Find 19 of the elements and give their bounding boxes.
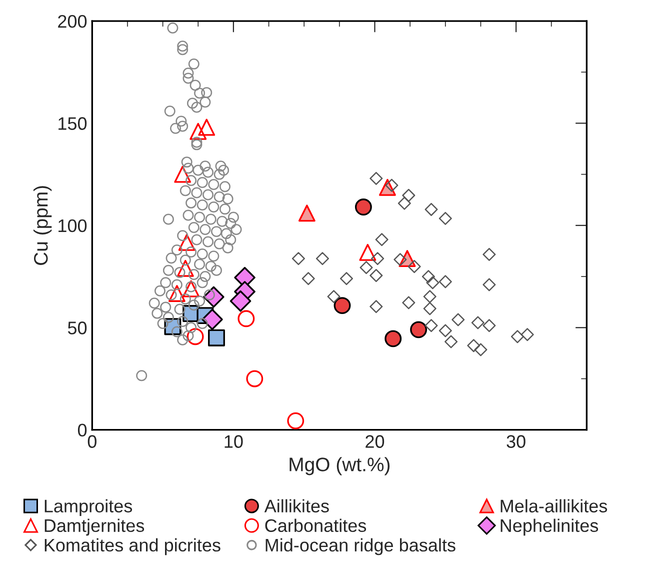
legend-label: Carbonatites — [265, 518, 366, 532]
y-axis-title: Cu (ppm) — [33, 186, 52, 265]
legend-label: Mid-ocean ridge basalts — [266, 538, 456, 556]
x-tick-label: 0 — [88, 435, 96, 448]
y-tick-label: 100 — [58, 219, 87, 232]
y-tick-label: 150 — [58, 117, 87, 130]
x-tick-label: 30 — [506, 435, 526, 448]
legend-label: Lamproites — [44, 499, 132, 516]
legend-label: Damtjernites — [44, 518, 144, 536]
x-axis-title: MgO (wt.%) — [290, 457, 390, 476]
y-tick-label: 0 — [78, 424, 87, 437]
y-tick-label: 50 — [68, 322, 87, 334]
x-tick-label: 10 — [224, 435, 243, 448]
legend-label: Komatites and picrites — [44, 538, 220, 556]
legend-label: Aillikites — [264, 499, 329, 512]
legend-label: Nephelinites — [500, 518, 598, 536]
x-tick-label: 20 — [366, 435, 384, 448]
y-tick-label: 200 — [58, 14, 87, 28]
legend-label: Mela-aillikites — [500, 499, 608, 512]
